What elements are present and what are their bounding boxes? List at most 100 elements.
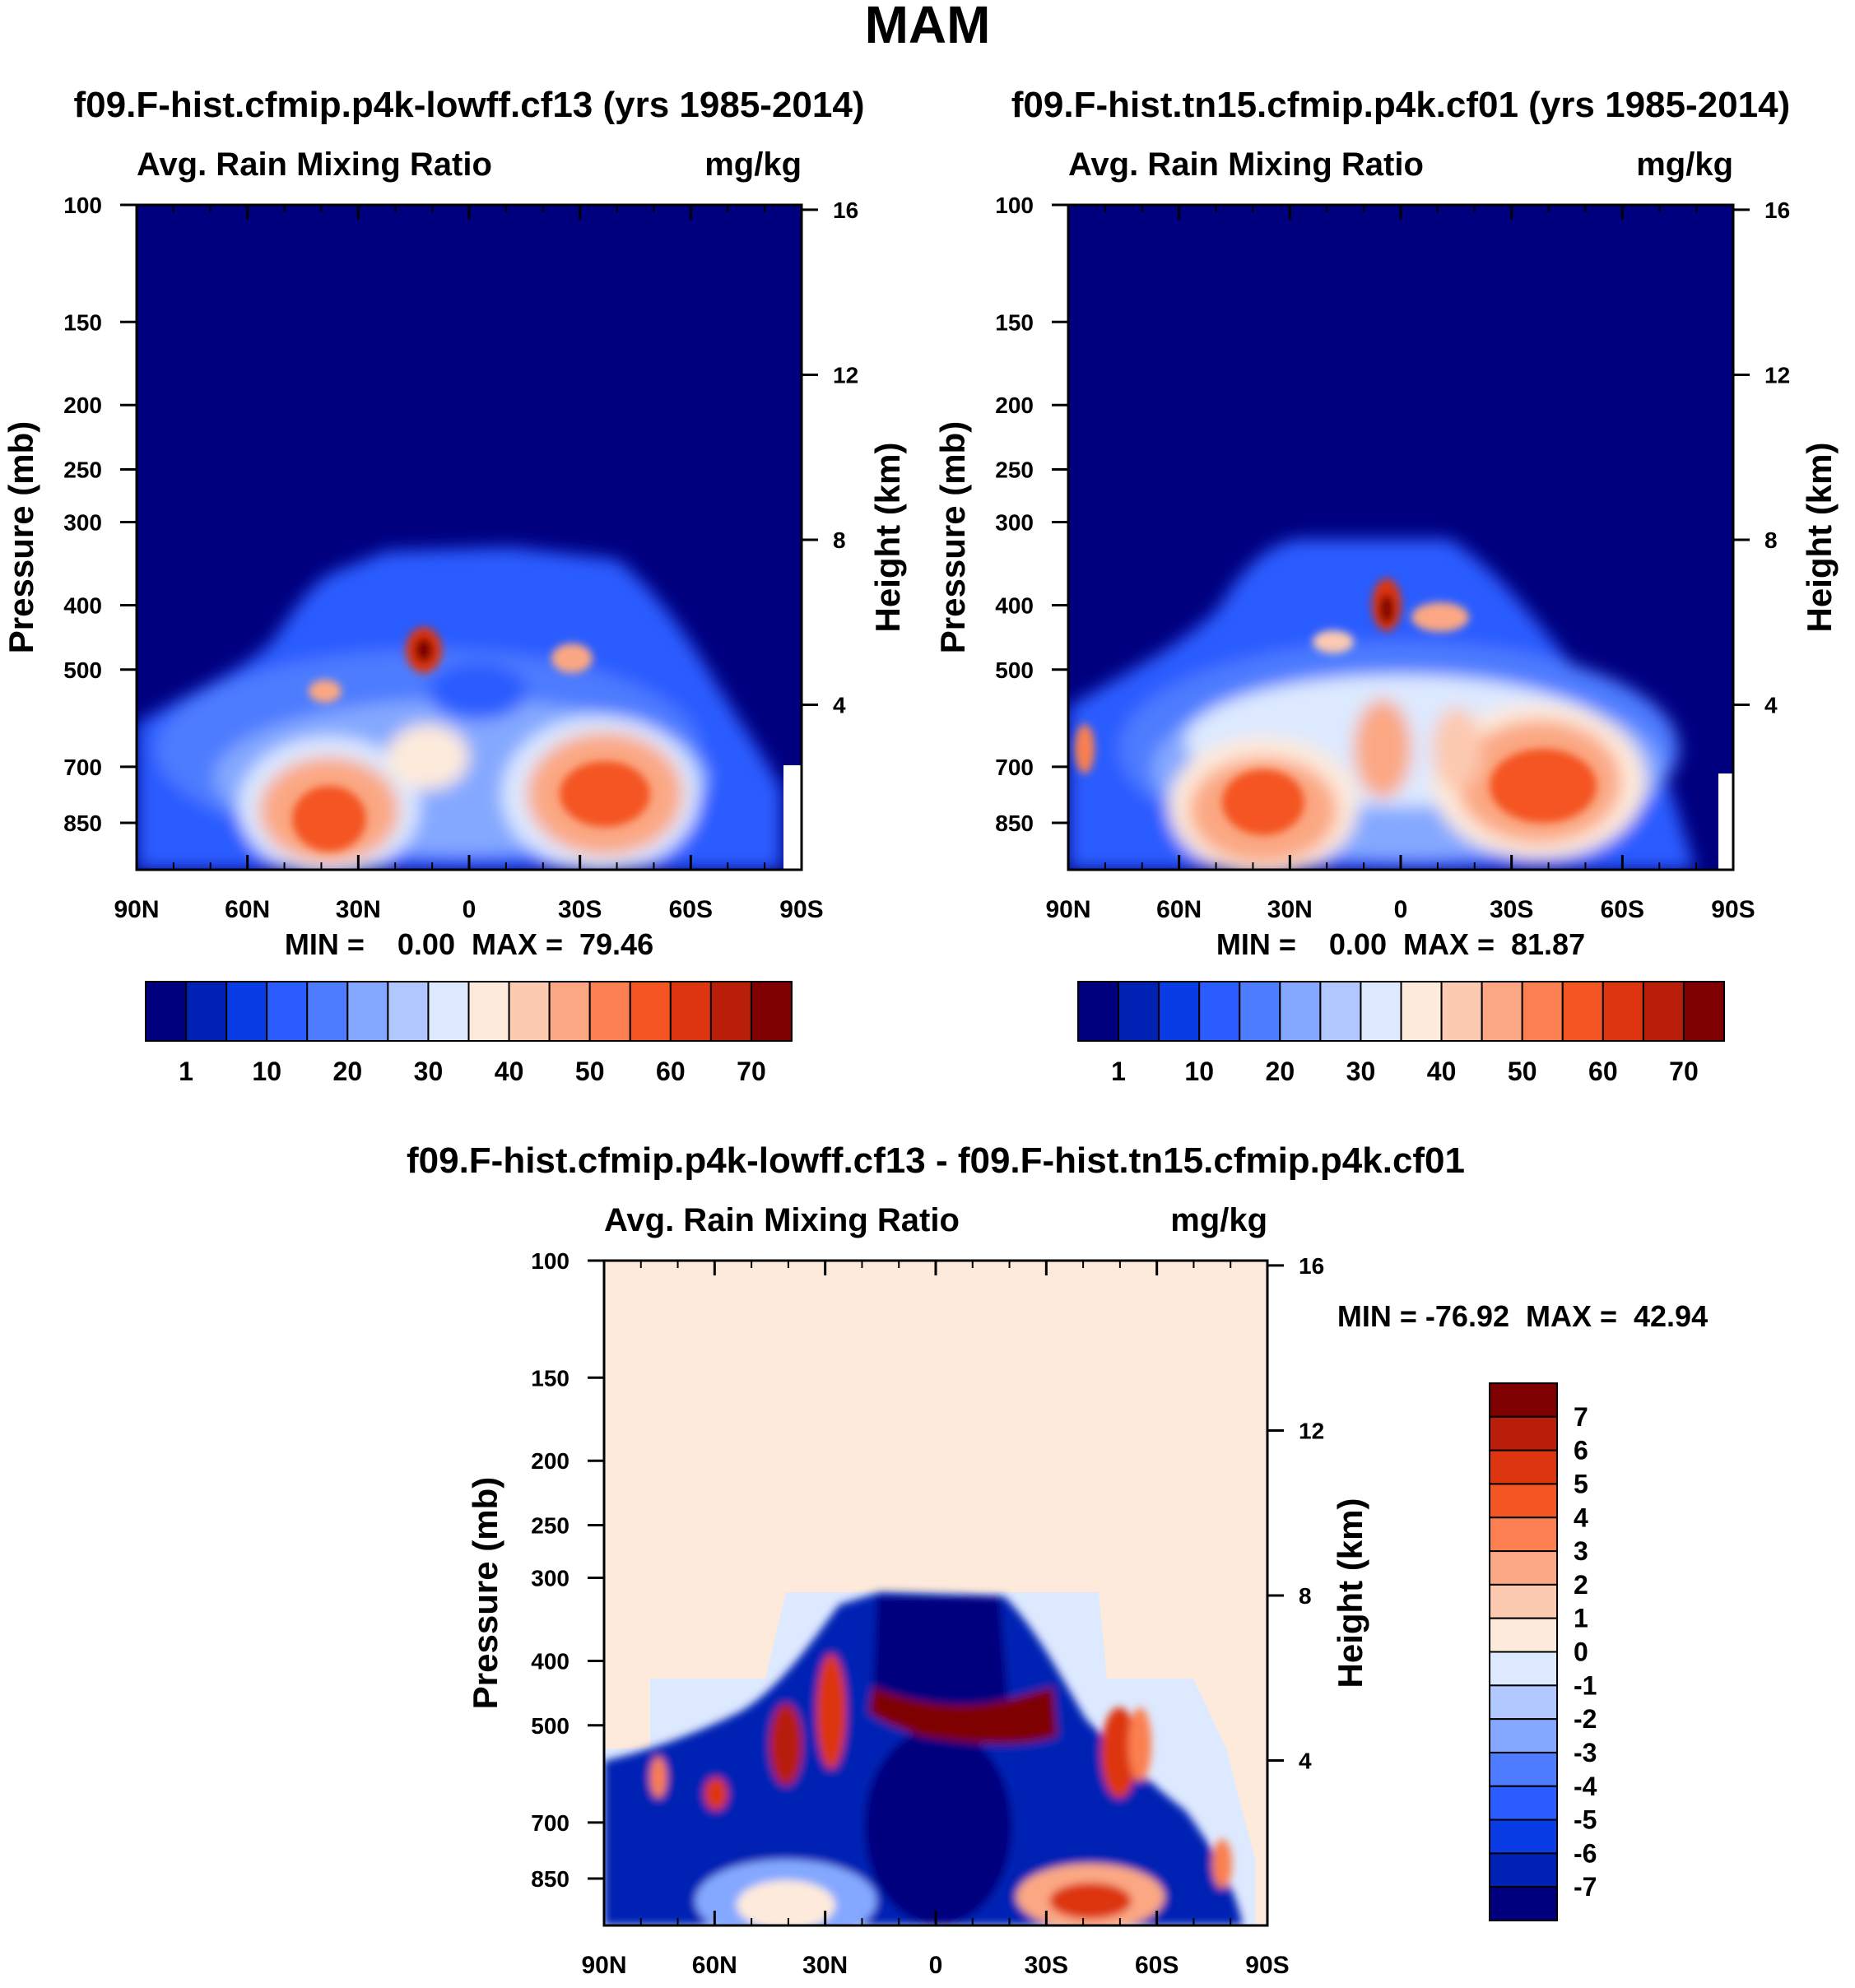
colorbar-label: -5 — [1574, 1805, 1597, 1835]
colorbar-swatch — [1682, 981, 1725, 1042]
y-tick-label: 100 — [531, 1248, 570, 1274]
colorbar-label: 50 — [1508, 1057, 1537, 1086]
x-tick-label: 60S — [1601, 896, 1644, 923]
y-tick-label: 300 — [63, 510, 102, 536]
panel-1-core — [560, 761, 650, 827]
panel-2-core — [1222, 769, 1304, 835]
y-right-tick-label: 12 — [833, 362, 858, 388]
colorbar-swatch — [709, 981, 752, 1042]
panel-1-core — [309, 680, 342, 703]
x-tick-label: 30S — [1490, 896, 1533, 923]
colorbar-swatch — [1602, 981, 1644, 1042]
colorbar: 1 10 20 30 40 50 60 70 — [145, 981, 793, 1086]
x-tick-label: 30N — [1267, 896, 1313, 923]
panel-1-subtitle-right: mg/kg — [704, 146, 802, 183]
panel-2-field — [1068, 205, 1733, 870]
x-tick-label: 90S — [1245, 1952, 1289, 1979]
colorbar-swatch — [1279, 981, 1322, 1042]
y-right-tick-label: 4 — [833, 692, 846, 718]
colorbar-label: 70 — [737, 1057, 766, 1086]
colorbar-swatch — [1489, 1382, 1558, 1418]
colorbar-swatch — [669, 981, 712, 1042]
y-right-tick-label: 16 — [1299, 1253, 1324, 1279]
colorbar-swatch — [629, 981, 672, 1042]
x-tick-label: 30S — [558, 896, 602, 923]
colorbar-label: 40 — [1427, 1057, 1457, 1086]
min-max-stats: MIN = -76.92 MAX = 42.94 — [1337, 1299, 1708, 1333]
colorbar-swatch — [427, 981, 470, 1042]
x-tick-label: 90S — [1711, 896, 1755, 923]
y-tick-label: 250 — [63, 458, 102, 483]
y-tick-label: 500 — [63, 657, 102, 683]
panel-2: f09.F-hist.tn15.cfmip.p4k.cf01 (yrs 1985… — [1011, 85, 1790, 870]
y-right-axis-label: Height (km) — [1331, 1498, 1369, 1688]
y-right-tick-label: 12 — [1764, 362, 1790, 388]
colorbar-swatch — [1521, 981, 1564, 1042]
colorbar-swatch — [1118, 981, 1160, 1042]
axes-layer: 90N 60N 30N 0 30S 60S 90S100150200250300400500… — [2, 193, 1839, 1979]
y-tick-label: 200 — [531, 1448, 570, 1474]
panel-2-core — [1075, 724, 1095, 773]
colorbar-swatch — [1489, 1483, 1558, 1519]
colorbar-label: 1 — [1111, 1057, 1126, 1086]
y-tick-label: 700 — [995, 755, 1034, 780]
panel-3-blob — [1128, 1707, 1151, 1781]
colorbar-label: 1 — [1574, 1604, 1588, 1633]
colorbar-swatch — [1489, 1617, 1558, 1653]
x-tick-label: 30S — [1025, 1952, 1068, 1979]
panel-3-blob — [737, 1880, 835, 1925]
colorbar-label: -2 — [1574, 1704, 1597, 1734]
colorbar-label: 30 — [414, 1057, 444, 1086]
colorbar-label: 20 — [1266, 1057, 1295, 1086]
colorbar-swatch — [1400, 981, 1443, 1042]
x-tick-label: 90S — [779, 896, 823, 923]
colorbar-label: 2 — [1574, 1570, 1588, 1600]
colorbar-swatch — [1489, 1684, 1558, 1721]
panel-1: f09.F-hist.cfmip.p4k-lowff.cf13 (yrs 198… — [74, 85, 865, 870]
colorbar-swatch — [1077, 981, 1120, 1042]
colorbar-swatch — [1489, 1886, 1558, 1921]
panel-2-no-data — [1718, 773, 1733, 870]
colorbar-label: 70 — [1669, 1057, 1699, 1086]
panel-3-blob — [650, 1757, 667, 1798]
y-tick-label: 250 — [531, 1513, 570, 1539]
y-tick-label: 400 — [63, 592, 102, 618]
panel-2-subtitle-right: mg/kg — [1636, 146, 1733, 183]
panel-2-axes: 90N 60N 30N 0 30S 60S 90S100150200250300400500… — [933, 193, 1839, 1086]
colorbar-swatch — [225, 981, 268, 1042]
x-tick-label: 90N — [581, 1952, 626, 1979]
colorbar-swatch — [1561, 981, 1604, 1042]
y-tick-label: 700 — [63, 755, 102, 780]
colorbar: 7 6 5 4 3 2 1 0-1 -2 -3 -4 -5-6 -7 — [1489, 1382, 1597, 1921]
colorbar-label: -4 — [1574, 1772, 1597, 1801]
panel-2-blob — [1354, 699, 1411, 798]
panel-1-core — [292, 786, 366, 852]
colorbar-swatch — [1489, 1583, 1558, 1619]
panel-1-cores — [292, 627, 650, 852]
colorbar-swatch — [750, 981, 793, 1042]
y-tick-label: 300 — [531, 1566, 570, 1591]
figure-title: MAM — [865, 0, 991, 54]
panel-3-blob — [1049, 1883, 1132, 1919]
colorbar-label: 10 — [252, 1057, 281, 1086]
colorbar-swatch — [588, 981, 631, 1042]
colorbar-swatch — [346, 981, 389, 1042]
y-axis-label: Pressure (mb) — [933, 421, 972, 653]
panel-1-core — [551, 643, 593, 673]
colorbar-swatch — [1489, 1415, 1558, 1452]
y-tick-label: 150 — [995, 309, 1034, 335]
colorbar-label: 4 — [1574, 1503, 1588, 1532]
x-tick-label: 30N — [802, 1952, 848, 1979]
colorbar-label: 7 — [1574, 1402, 1588, 1432]
colorbar-label: -3 — [1574, 1738, 1597, 1767]
colorbar-swatch — [1489, 1651, 1558, 1687]
y-right-axis-label: Height (km) — [1800, 443, 1839, 633]
panel-3-positive-band — [868, 1687, 1058, 1744]
colorbar-label: -6 — [1574, 1838, 1597, 1868]
colorbar-swatch — [387, 981, 430, 1042]
panel-3-subtitle-right: mg/kg — [1170, 1202, 1267, 1238]
panel-3-blob — [769, 1703, 802, 1786]
panel-3-central-min — [864, 1728, 1012, 1925]
y-tick-label: 200 — [995, 392, 1034, 418]
